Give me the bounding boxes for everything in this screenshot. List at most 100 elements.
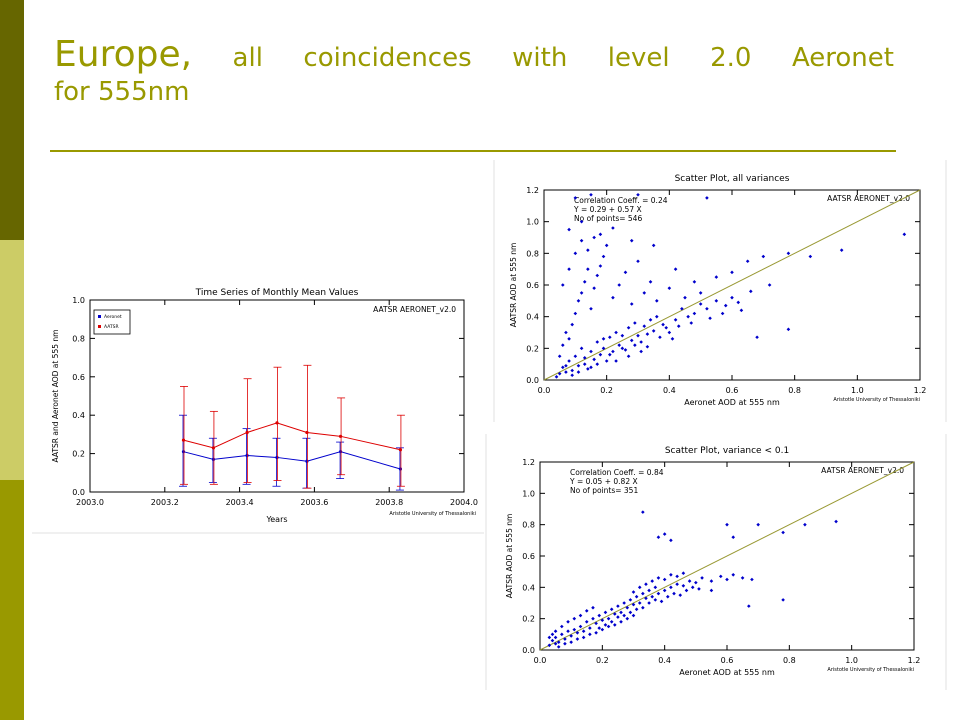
title-word: coincidences — [303, 43, 472, 73]
title-underline — [50, 150, 896, 152]
scatter-point — [563, 637, 567, 641]
scatter-point — [645, 332, 650, 336]
scatter-point — [634, 594, 639, 599]
legend-marker — [98, 325, 101, 328]
data-point — [181, 438, 186, 442]
scatter-point — [572, 627, 577, 632]
scatter-point — [556, 645, 561, 649]
y-tick-label: 0.6 — [72, 373, 85, 382]
scatter-point — [598, 352, 603, 357]
scatter-point — [582, 356, 587, 360]
title-word: 2.0 — [710, 43, 752, 73]
scatter-point — [557, 371, 562, 376]
y-axis-label: AATSR AOD at 555 nm — [509, 243, 518, 328]
scatter-point — [653, 585, 658, 590]
x-tick-label: 2003.6 — [300, 498, 328, 507]
scatter-point — [594, 630, 598, 635]
x-tick-label: 2003.8 — [375, 498, 403, 507]
data-point — [181, 450, 186, 454]
data-point — [338, 434, 343, 438]
scatter-point — [673, 318, 678, 322]
scatter-point — [578, 613, 583, 618]
scatter-point — [592, 235, 596, 240]
scatter-point — [642, 324, 647, 328]
scatter-point — [631, 613, 636, 618]
scatter-point — [698, 291, 703, 295]
scatter-point — [589, 365, 593, 370]
scatter-point — [623, 348, 628, 352]
scatter-point — [567, 267, 571, 271]
scatter-point — [563, 641, 567, 646]
scatter-point — [641, 591, 645, 596]
scatter-point — [667, 330, 672, 335]
scatter-point — [662, 532, 667, 536]
x-tick-label: 0.4 — [663, 386, 676, 395]
scatter-point — [634, 607, 639, 612]
scatter-point — [736, 300, 741, 305]
scatter-point — [553, 629, 558, 633]
scatter-point — [572, 616, 577, 621]
scatter-point — [681, 571, 686, 576]
data-point — [275, 421, 279, 425]
scatter-point — [651, 329, 656, 333]
scatter-point — [731, 535, 736, 539]
scatter-point — [680, 306, 684, 311]
scatter-point — [579, 219, 584, 224]
x-tick-label: 2004.0 — [450, 498, 478, 507]
scatter-point — [641, 605, 645, 610]
scatter-point — [613, 623, 617, 627]
scatter-point — [592, 286, 596, 290]
stats-label: Correlation Coeff. = 0.84 — [570, 468, 664, 477]
scatter-point — [622, 601, 626, 605]
plot-frame — [89, 299, 465, 493]
scatter-point — [581, 629, 586, 633]
scatter-point — [747, 604, 751, 608]
scatter-point — [730, 270, 734, 275]
scatter-point — [651, 243, 656, 248]
scatter-point — [547, 643, 552, 648]
scatter-point — [750, 577, 754, 582]
scatter-point — [584, 620, 589, 624]
annotation-label: AATSR AERONET_v2.0 — [373, 305, 456, 314]
sidebar-bar-middle — [0, 240, 24, 480]
time-series-chart: 2003.0 2003.2 2003.4 2003.6 2003.8 2004.0 0.0 0… — [32, 288, 484, 534]
data-point — [305, 459, 309, 463]
scatter-point — [786, 251, 791, 256]
scatter-point — [589, 349, 593, 354]
credit-label: Aristotle University of Thessaloniki — [389, 511, 476, 517]
scatter-point — [631, 602, 636, 607]
scatter-point — [579, 291, 584, 295]
scatter-point — [714, 299, 719, 303]
scatter-point — [672, 591, 676, 596]
scatter-point — [553, 635, 558, 640]
sidebar-bar-top — [0, 0, 24, 240]
scatter-point — [781, 530, 785, 535]
scatter-point — [586, 267, 590, 271]
scatter-point — [606, 624, 611, 629]
scatter-point — [725, 522, 729, 527]
scatter-point — [581, 635, 586, 640]
scatter-point — [570, 368, 574, 373]
scatter-point — [603, 610, 608, 615]
scatter-point — [665, 594, 670, 599]
scatter-point — [667, 286, 672, 290]
scatter-point — [613, 612, 617, 616]
scatter-point — [725, 577, 729, 582]
y-tick-label: 0.8 — [72, 334, 85, 343]
scatter-point — [692, 280, 697, 284]
scatter-point — [561, 343, 565, 347]
scatter-point — [588, 626, 592, 630]
scatter-point — [576, 363, 581, 368]
series-line-aeronet — [183, 451, 401, 470]
scatter-point — [566, 629, 570, 633]
scatter-point — [576, 370, 581, 374]
y-tick-label: 1.2 — [526, 186, 539, 195]
scatter-point — [600, 627, 605, 632]
scatter-point — [676, 324, 681, 328]
scatter-point — [557, 354, 562, 359]
scatter-point — [622, 613, 626, 618]
scatter-point — [560, 632, 564, 637]
scatter-point — [547, 635, 552, 640]
x-axis-label: Years — [265, 515, 287, 524]
scatter-point — [611, 349, 615, 354]
